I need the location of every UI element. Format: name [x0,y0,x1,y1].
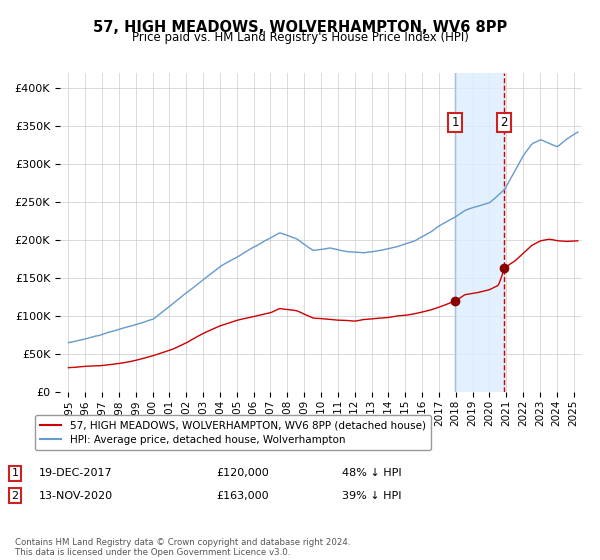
Bar [455,73,504,392]
Text: 2: 2 [500,116,508,129]
Text: 1: 1 [11,468,19,478]
Text: 2: 2 [11,491,19,501]
Text: Contains HM Land Registry data © Crown copyright and database right 2024.
This d: Contains HM Land Registry data © Crown c… [15,538,350,557]
Text: Price paid vs. HM Land Registry's House Price Index (HPI): Price paid vs. HM Land Registry's House … [131,31,469,44]
Text: £163,000: £163,000 [216,491,269,501]
Text: 57, HIGH MEADOWS, WOLVERHAMPTON, WV6 8PP: 57, HIGH MEADOWS, WOLVERHAMPTON, WV6 8PP [93,20,507,35]
Text: 39% ↓ HPI: 39% ↓ HPI [342,491,401,501]
Legend: 57, HIGH MEADOWS, WOLVERHAMPTON, WV6 8PP (detached house), HPI: Average price, d: 57, HIGH MEADOWS, WOLVERHAMPTON, WV6 8PP… [35,416,431,450]
Text: 1: 1 [451,116,459,129]
Text: 48% ↓ HPI: 48% ↓ HPI [342,468,401,478]
Text: 19-DEC-2017: 19-DEC-2017 [39,468,113,478]
Text: 13-NOV-2020: 13-NOV-2020 [39,491,113,501]
Text: £120,000: £120,000 [216,468,269,478]
